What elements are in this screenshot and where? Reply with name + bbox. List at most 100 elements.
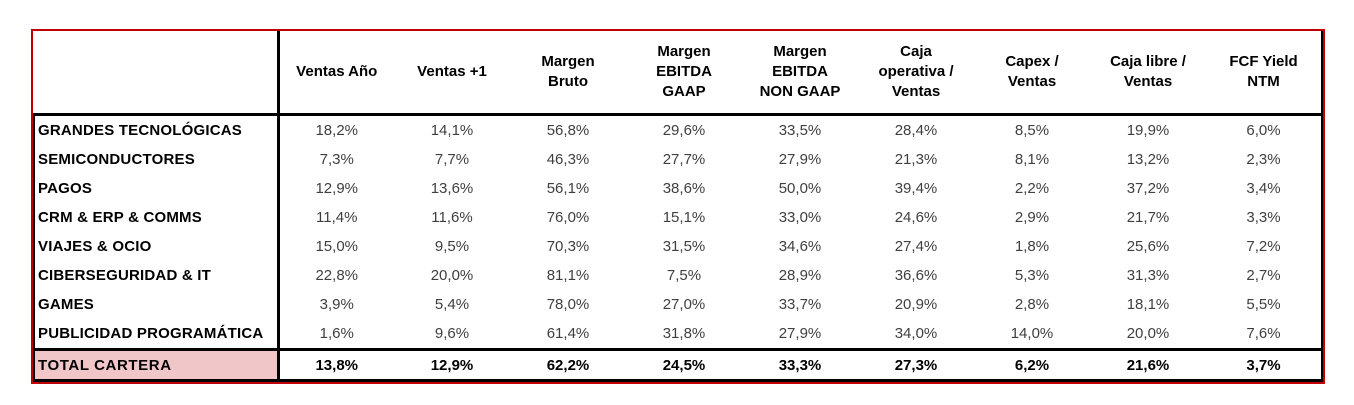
row-label: PAGOS — [33, 174, 280, 203]
value-cell: 31,5% — [662, 238, 706, 255]
corner-cell — [34, 31, 280, 116]
value-cell: 2,9% — [1014, 209, 1050, 226]
value-cell: 5,3% — [1014, 267, 1050, 284]
value-cell: 1,8% — [1014, 238, 1050, 255]
table-row: SEMICONDUCTORES 7,3% 7,7% 46,3% 27,7% 27,9% 21… — [33, 145, 1323, 174]
value-cell: 20,0% — [430, 267, 474, 284]
value-cell: 27,0% — [662, 296, 706, 313]
total-value-cell: 24,5% — [626, 348, 742, 382]
value-cell: 24,6% — [894, 209, 938, 226]
table-row: PAGOS 12,9% 13,6% 56,1% 38,6% 50,0% 39,4% 2,2% 3… — [33, 174, 1323, 203]
column-header-3: Margen Bruto — [510, 31, 626, 116]
value-cell: 7,2% — [1206, 232, 1323, 261]
total-value-cell: 13,8% — [278, 348, 394, 382]
table-row: CRM & ERP & COMMS 11,4% 11,6% 76,0% 15,1% 33,… — [33, 203, 1323, 232]
value-cell: 33,0% — [778, 209, 822, 226]
value-cell: 14,1% — [430, 122, 474, 139]
value-cell: 8,5% — [1014, 122, 1050, 139]
value-cell: 18,1% — [1126, 296, 1170, 313]
value-cell: 29,6% — [662, 122, 706, 139]
value-cell: 27,9% — [778, 151, 822, 168]
value-cell: 31,3% — [1126, 267, 1170, 284]
value-cell: 2,8% — [1014, 296, 1050, 313]
table-header: Ventas Año Ventas +1 Margen Bruto Margen EB… — [34, 31, 1323, 116]
value-cell: 2,3% — [1206, 145, 1323, 174]
value-cell: 81,1% — [546, 267, 590, 284]
value-cell: 5,4% — [434, 296, 470, 313]
value-cell: 31,8% — [662, 325, 706, 342]
total-value-cell: 62,2% — [510, 348, 626, 382]
value-cell: 3,3% — [1206, 203, 1323, 232]
value-cell: 12,9% — [315, 180, 359, 197]
value-cell: 50,0% — [778, 180, 822, 197]
value-cell: 61,4% — [546, 325, 590, 342]
column-header-9: FCF Yield NTM — [1206, 31, 1323, 116]
value-cell: 7,6% — [1206, 319, 1323, 350]
value-cell: 27,9% — [778, 325, 822, 342]
value-cell: 8,1% — [1014, 151, 1050, 168]
row-label: GRANDES TECNOLÓGICAS — [33, 114, 280, 145]
column-header-4: Margen EBITDA GAAP — [626, 31, 742, 116]
value-cell: 19,9% — [1126, 122, 1170, 139]
column-header-2: Ventas +1 — [394, 31, 510, 116]
total-value-cell: 21,6% — [1090, 348, 1206, 382]
value-cell: 3,9% — [319, 296, 354, 313]
value-cell: 9,5% — [434, 238, 470, 255]
value-cell: 13,2% — [1126, 151, 1170, 168]
value-cell: 38,6% — [662, 180, 706, 197]
value-cell: 39,4% — [894, 180, 938, 197]
row-label: CRM & ERP & COMMS — [33, 203, 280, 232]
value-cell: 25,6% — [1126, 238, 1170, 255]
value-cell: 11,4% — [316, 209, 358, 226]
value-cell: 56,1% — [546, 180, 590, 197]
value-cell: 27,4% — [894, 238, 938, 255]
total-value-cell: 12,9% — [394, 348, 510, 382]
value-cell: 14,0% — [1010, 325, 1054, 342]
value-cell: 70,3% — [546, 238, 590, 255]
value-cell: 46,3% — [546, 151, 590, 168]
value-cell: 13,6% — [430, 180, 474, 197]
value-cell: 1,6% — [319, 325, 354, 342]
value-cell: 15,1% — [662, 209, 706, 226]
value-cell: 7,7% — [434, 151, 470, 168]
table-row: GRANDES TECNOLÓGICAS 18,2% 14,1% 56,8% 29,6%… — [33, 114, 1323, 145]
total-row-label: TOTAL CARTERA — [33, 348, 280, 382]
column-header-7: Capex / Ventas — [974, 31, 1090, 116]
table-row: GAMES 3,9% 5,4% 78,0% 27,0% 33,7% 20,9% 2,8% 18,… — [33, 290, 1323, 319]
header-row: Ventas Año Ventas +1 Margen Bruto Margen EB… — [34, 31, 1323, 116]
row-label: CIBERSEGURIDAD & IT — [33, 261, 280, 290]
value-cell: 6,0% — [1206, 114, 1323, 145]
column-header-8: Caja libre / Ventas — [1090, 31, 1206, 116]
value-cell: 36,6% — [894, 267, 938, 284]
value-cell: 28,9% — [778, 267, 822, 284]
value-cell: 18,2% — [315, 122, 359, 139]
value-cell: 28,4% — [894, 122, 938, 139]
value-cell: 27,7% — [662, 151, 706, 168]
value-cell: 37,2% — [1126, 180, 1170, 197]
total-value-cell: 6,2% — [974, 348, 1090, 382]
total-value-cell: 3,7% — [1206, 348, 1323, 382]
value-cell: 7,5% — [666, 267, 702, 284]
value-cell: 22,8% — [315, 267, 359, 284]
value-cell: 3,4% — [1206, 174, 1323, 203]
row-label: GAMES — [33, 290, 280, 319]
value-cell: 20,0% — [1126, 325, 1170, 342]
value-cell: 21,3% — [894, 151, 938, 168]
value-cell: 15,0% — [315, 238, 359, 255]
value-cell: 9,6% — [434, 325, 470, 342]
value-cell: 2,2% — [1014, 180, 1050, 197]
value-cell: 5,5% — [1206, 290, 1323, 319]
value-cell: 21,7% — [1126, 209, 1170, 226]
total-value-cell: 33,3% — [742, 348, 858, 382]
total-row: TOTAL CARTERA 13,8% 12,9% 62,2% 24,5% 33,3% 27… — [33, 348, 1323, 382]
value-cell: 56,8% — [546, 122, 590, 139]
row-label: SEMICONDUCTORES — [33, 145, 280, 174]
value-cell: 11,6% — [431, 209, 473, 226]
value-cell: 78,0% — [546, 296, 590, 313]
value-cell: 76,0% — [546, 209, 590, 226]
value-cell: 33,5% — [778, 122, 822, 139]
table-row: VIAJES & OCIO 15,0% 9,5% 70,3% 31,5% 34,6% 27,… — [33, 232, 1323, 261]
value-cell: 7,3% — [319, 151, 354, 168]
value-cell: 20,9% — [894, 296, 938, 313]
